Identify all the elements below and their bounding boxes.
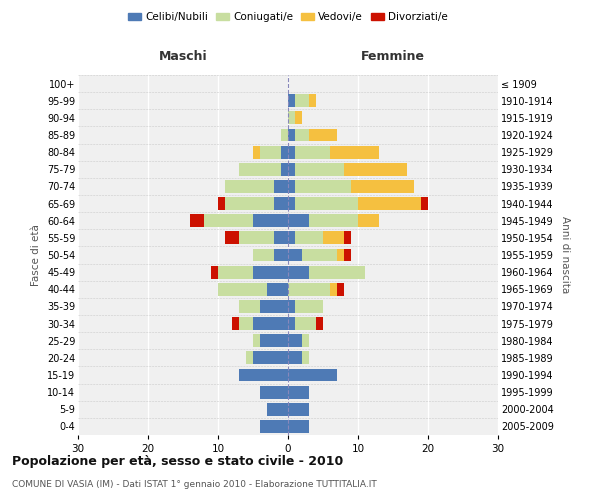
Bar — [288, 334, 302, 347]
Bar — [260, 146, 281, 158]
Bar — [344, 248, 351, 262]
Bar — [281, 163, 288, 175]
Bar — [253, 266, 288, 278]
Bar — [260, 300, 288, 313]
Bar — [267, 403, 288, 415]
Bar — [246, 352, 253, 364]
Bar — [225, 197, 274, 210]
Bar — [330, 146, 379, 158]
Bar — [288, 146, 295, 158]
Text: Maschi: Maschi — [158, 50, 208, 62]
Bar — [267, 283, 288, 296]
Bar — [253, 146, 260, 158]
Bar — [351, 180, 414, 193]
Bar — [302, 334, 309, 347]
Bar — [253, 214, 288, 227]
Bar — [260, 334, 288, 347]
Bar — [274, 197, 288, 210]
Bar — [309, 94, 316, 107]
Bar — [211, 266, 218, 278]
Bar — [281, 146, 288, 158]
Text: Popolazione per età, sesso e stato civile - 2010: Popolazione per età, sesso e stato civil… — [12, 455, 343, 468]
Legend: Celibi/Nubili, Coniugati/e, Vedovi/e, Divorziati/e: Celibi/Nubili, Coniugati/e, Vedovi/e, Di… — [124, 8, 452, 26]
Bar — [274, 248, 288, 262]
Bar — [295, 232, 323, 244]
Bar — [288, 266, 309, 278]
Bar — [288, 94, 295, 107]
Bar — [295, 300, 323, 313]
Bar — [274, 232, 288, 244]
Bar — [288, 317, 295, 330]
Bar — [239, 368, 288, 382]
Bar — [421, 197, 428, 210]
Bar — [288, 163, 295, 175]
Bar — [225, 180, 274, 193]
Bar — [337, 248, 344, 262]
Bar — [288, 232, 295, 244]
Bar — [295, 317, 316, 330]
Bar — [190, 214, 204, 227]
Bar — [309, 128, 337, 141]
Bar — [295, 180, 351, 193]
Bar — [309, 266, 365, 278]
Bar — [288, 386, 309, 398]
Bar — [295, 112, 302, 124]
Bar — [288, 128, 295, 141]
Bar — [295, 197, 358, 210]
Bar — [288, 214, 309, 227]
Bar — [253, 248, 274, 262]
Bar — [288, 300, 295, 313]
Bar — [225, 232, 239, 244]
Bar — [253, 334, 260, 347]
Bar — [302, 352, 309, 364]
Bar — [260, 386, 288, 398]
Bar — [232, 317, 239, 330]
Bar — [274, 180, 288, 193]
Bar — [253, 317, 288, 330]
Bar — [239, 232, 274, 244]
Bar — [295, 94, 309, 107]
Bar — [288, 112, 295, 124]
Bar — [358, 214, 379, 227]
Bar — [239, 300, 260, 313]
Bar — [239, 163, 281, 175]
Bar — [295, 163, 344, 175]
Bar — [288, 283, 330, 296]
Bar — [330, 283, 337, 296]
Bar — [281, 128, 288, 141]
Bar — [316, 317, 323, 330]
Bar — [288, 420, 309, 433]
Y-axis label: Anni di nascita: Anni di nascita — [560, 216, 571, 294]
Bar — [344, 232, 351, 244]
Bar — [288, 248, 302, 262]
Bar — [218, 283, 267, 296]
Bar — [288, 368, 337, 382]
Bar — [344, 163, 407, 175]
Bar — [253, 352, 288, 364]
Bar — [323, 232, 344, 244]
Bar — [239, 317, 253, 330]
Bar — [358, 197, 421, 210]
Bar — [288, 403, 309, 415]
Bar — [288, 197, 295, 210]
Y-axis label: Fasce di età: Fasce di età — [31, 224, 41, 286]
Text: Femmine: Femmine — [361, 50, 425, 62]
Text: COMUNE DI VASIA (IM) - Dati ISTAT 1° gennaio 2010 - Elaborazione TUTTITALIA.IT: COMUNE DI VASIA (IM) - Dati ISTAT 1° gen… — [12, 480, 377, 489]
Bar — [288, 180, 295, 193]
Bar — [218, 266, 253, 278]
Bar — [288, 352, 302, 364]
Bar — [295, 128, 309, 141]
Bar — [204, 214, 253, 227]
Bar — [337, 283, 344, 296]
Bar — [309, 214, 358, 227]
Bar — [302, 248, 337, 262]
Bar — [218, 197, 225, 210]
Bar — [295, 146, 330, 158]
Bar — [260, 420, 288, 433]
